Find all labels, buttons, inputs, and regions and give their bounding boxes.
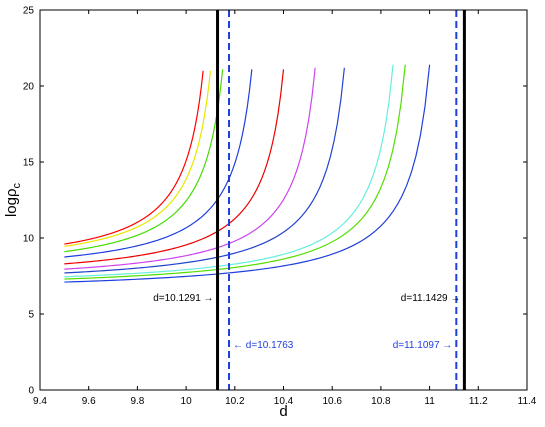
y-tick-label: 5 [28,310,34,321]
series-line-1 [64,70,204,245]
x-tick-label: 9.6 [82,396,96,407]
series-line-5 [64,69,285,265]
y-tick-label: 15 [23,158,35,169]
y-tick-label: 0 [28,386,34,397]
annotation-2: ← d=10.1763 [233,340,294,351]
reference-lines-layer [216,10,466,390]
x-tick-label: 10 [181,396,193,407]
series-line-7 [64,67,345,274]
series-line-6 [64,67,316,270]
x-tick-label: 11.4 [518,396,537,407]
x-tick-label: 10.4 [274,396,294,407]
annotation-1: d=10.1291 → [153,293,213,304]
x-tick-label: 10.6 [322,396,342,407]
series-line-4 [64,69,253,258]
x-tick-label: 9.4 [33,396,47,407]
series-layer [64,64,431,283]
x-tick-label: 9.8 [130,396,144,407]
ticks-layer: 9.4 9.6 9.8 10 10.2 10.4 10.6 10.8 11 11.2 11.4 0 5 1… [23,6,537,408]
y-tick-label: 20 [23,82,35,93]
y-tick-label: 10 [23,234,35,245]
series-line-3 [64,69,224,253]
series-line-2 [64,70,212,247]
annotation-3: d=11.1097 → [393,340,453,351]
y-axis-title-main: logρ [3,188,20,217]
y-axis-title-subscript: c [11,182,23,188]
annotations-layer: d=10.1291 → ← d=10.1763 d=11.1097 → d=11.14… [153,293,460,351]
y-axis-title: logρc [3,182,23,217]
series-line-10 [64,64,431,283]
x-tick-label: 11.2 [469,396,488,407]
y-tick-label: 25 [23,6,35,17]
x-tick-label: 10.8 [371,396,391,407]
annotation-4: d=11.1429 → [401,293,461,304]
series-line-9 [64,64,406,280]
x-tick-label: 10.2 [225,396,245,407]
x-axis-title: d [279,403,287,420]
x-tick-label: 11 [424,396,435,407]
